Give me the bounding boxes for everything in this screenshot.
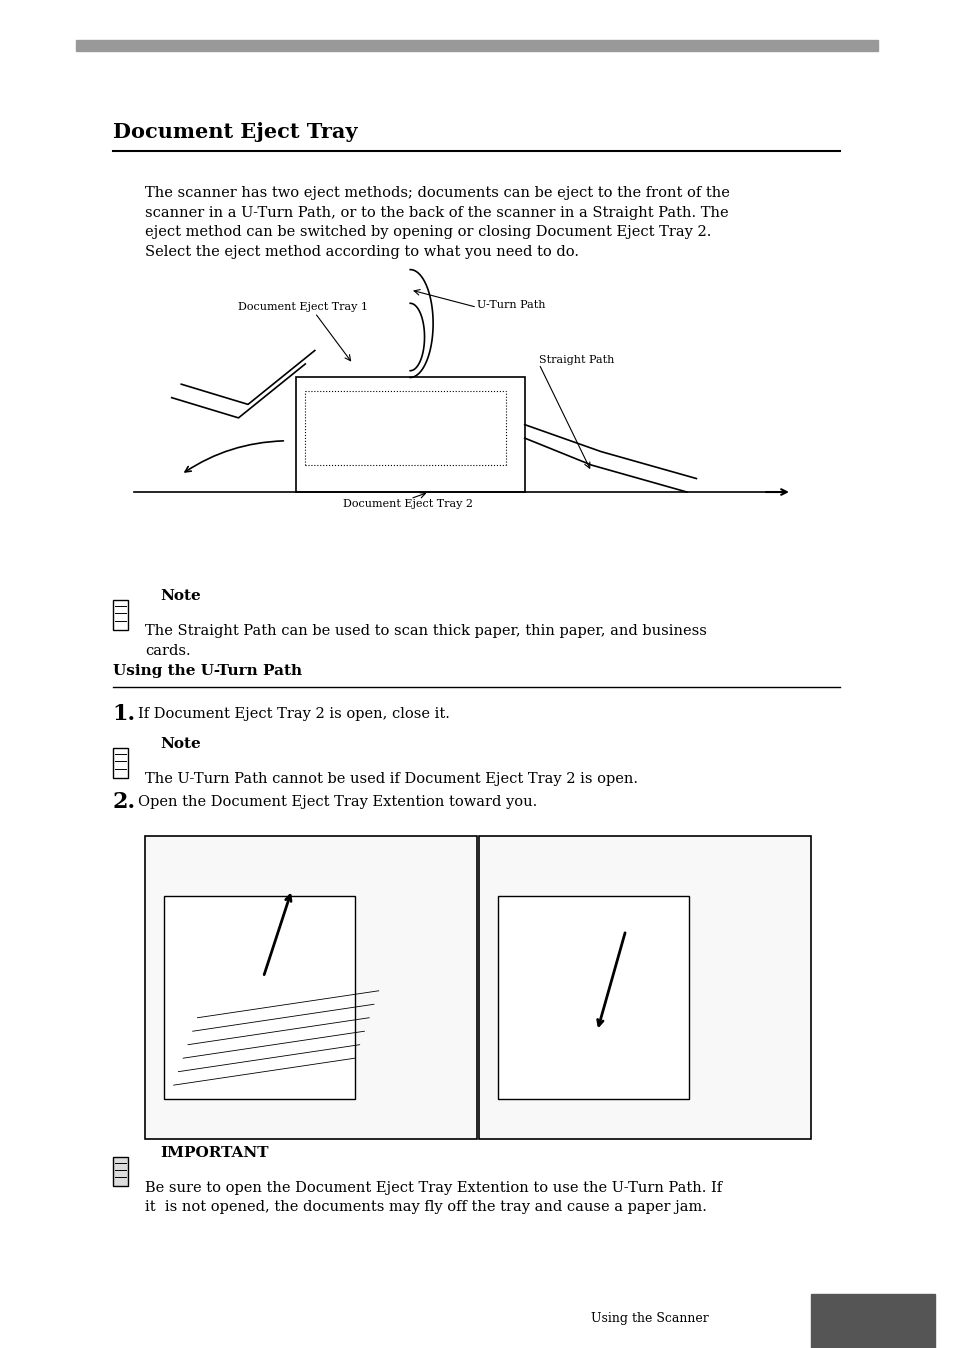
Text: Using the U-Turn Path: Using the U-Turn Path — [112, 665, 301, 678]
FancyBboxPatch shape — [112, 600, 128, 630]
Text: Document Eject Tray 2: Document Eject Tray 2 — [343, 499, 473, 510]
Text: Be sure to open the Document Eject Tray Extention to use the U-Turn Path. If
it : Be sure to open the Document Eject Tray … — [145, 1181, 721, 1215]
Text: If Document Eject Tray 2 is open, close it.: If Document Eject Tray 2 is open, close … — [138, 708, 450, 721]
Text: IMPORTANT: IMPORTANT — [160, 1146, 269, 1159]
FancyBboxPatch shape — [164, 896, 355, 1099]
Text: The U-Turn Path cannot be used if Document Eject Tray 2 is open.: The U-Turn Path cannot be used if Docume… — [145, 772, 638, 786]
Text: The scanner has two eject methods; documents can be eject to the front of the
sc: The scanner has two eject methods; docum… — [145, 186, 729, 259]
Text: 1.: 1. — [112, 704, 135, 725]
FancyBboxPatch shape — [112, 1157, 128, 1186]
Text: Straight Path: Straight Path — [538, 355, 614, 365]
FancyBboxPatch shape — [145, 836, 476, 1139]
FancyBboxPatch shape — [295, 377, 524, 492]
Text: Note: Note — [160, 589, 201, 603]
FancyBboxPatch shape — [478, 836, 810, 1139]
Bar — [76, 40, 877, 51]
Text: Using the Scanner: Using the Scanner — [591, 1312, 708, 1325]
Text: 2.: 2. — [112, 791, 135, 813]
Text: U-Turn Path: U-Turn Path — [476, 299, 545, 310]
Text: Note: Note — [160, 737, 201, 751]
Text: Open the Document Eject Tray Extention toward you.: Open the Document Eject Tray Extention t… — [138, 795, 537, 809]
Text: Document Eject Tray 1: Document Eject Tray 1 — [238, 302, 368, 313]
FancyBboxPatch shape — [112, 748, 128, 778]
Text: The Straight Path can be used to scan thick paper, thin paper, and business
card: The Straight Path can be used to scan th… — [145, 624, 706, 658]
Bar — [810, 1294, 934, 1348]
FancyBboxPatch shape — [497, 896, 688, 1099]
Text: 45: 45 — [839, 1312, 860, 1325]
Text: Document Eject Tray: Document Eject Tray — [112, 121, 356, 142]
